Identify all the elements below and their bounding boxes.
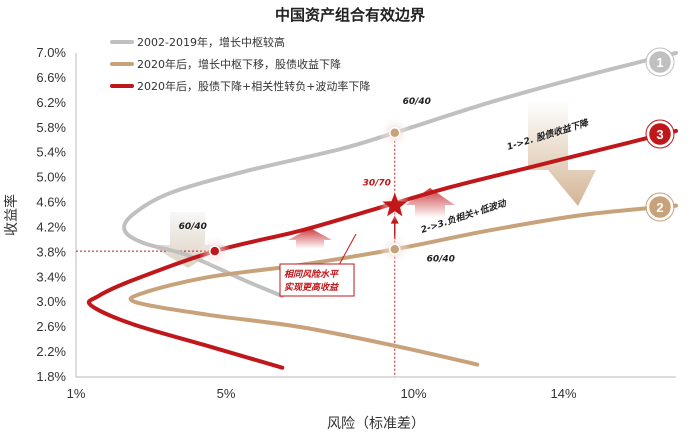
frontier-curve-2 (128, 203, 678, 367)
marker-label: 60/40 (179, 222, 207, 232)
portfolio-marker (389, 127, 401, 139)
portfolio-marker (389, 243, 401, 256)
y-tick-label: 3.4% (36, 269, 66, 284)
x-tick-label: 1% (67, 386, 86, 401)
y-tick-label: 6.6% (36, 70, 66, 85)
y-tick-label: 2.2% (36, 344, 66, 359)
y-tick-label: 1.8% (36, 369, 66, 384)
callout-connector (338, 233, 357, 266)
frontier-curve-1 (122, 51, 678, 298)
series-badge-number: 2 (656, 200, 663, 215)
chart-title: 中国资产组合有效边界 (275, 6, 425, 24)
x-axis-title: 风险（标准差） (327, 416, 425, 432)
series-badge (646, 48, 674, 76)
y-tick-label: 4.2% (36, 219, 66, 234)
star-marker (382, 192, 408, 217)
callout-box (279, 263, 355, 297)
series-badge (646, 193, 674, 221)
marker-label: 30/70 (363, 179, 391, 189)
series-badges: 1 2 3 (645, 47, 675, 222)
y-tick-label: 2.6% (36, 319, 66, 334)
x-tick-label: 5% (217, 386, 236, 401)
y-tick-labels: 1.8% 2.2% 2.6% 3.0% 3.4% 3.8% 4.2% 4.6% 5.0% 5.4%… (36, 45, 66, 384)
arrow-down-1-to-2 (528, 100, 596, 206)
callout-text-line-2: 实现更高收益 (284, 282, 340, 293)
callout-text-line-1: 相同风险水平 (284, 269, 340, 280)
y-tick-label: 7.0% (36, 45, 66, 60)
callout: 相同风险水平 实现更高收益 (279, 233, 357, 297)
arrow-up-left (288, 228, 332, 249)
arrow-up-right (405, 188, 455, 218)
series-badge-number: 1 (656, 55, 663, 70)
series-badge-ring (645, 192, 675, 222)
legend: 2002-2019年，增长中枢较高 2020年后，增长中枢下移，股债收益下降 202… (110, 35, 370, 93)
y-axis-title: 收益率 (3, 194, 20, 236)
x-tick-label: 10% (400, 386, 426, 401)
series-badge-ring (645, 47, 675, 77)
legend-label: 2020年后，增长中枢下移，股债收益下降 (137, 57, 341, 71)
series-badge (646, 120, 674, 148)
y-tick-label: 4.6% (36, 195, 66, 210)
portfolio-marker (209, 245, 221, 257)
portfolio-markers: 60/40 60/40 60/40 30/70 (179, 97, 455, 268)
guide-lines (76, 132, 399, 377)
x-tick-labels: 1% 5% 10% 14% (67, 386, 577, 401)
y-tick-label: 3.8% (36, 244, 66, 259)
marker-label: 60/40 (403, 97, 431, 107)
series-badge-ring (645, 119, 675, 149)
x-tick-label: 14% (550, 386, 576, 401)
y-tick-label: 5.8% (36, 120, 66, 135)
y-tick-label: 5.4% (36, 145, 66, 160)
legend-label: 2002-2019年，增长中枢较高 (137, 35, 285, 49)
marker-label: 60/40 (427, 254, 455, 264)
series-badge-number: 3 (656, 127, 663, 142)
y-tick-label: 5.0% (36, 170, 66, 185)
y-tick-label: 6.2% (36, 95, 66, 110)
y-tick-label: 3.0% (36, 294, 66, 309)
legend-label: 2020年后，股债下降+相关性转负+波动率下降 (137, 79, 370, 93)
